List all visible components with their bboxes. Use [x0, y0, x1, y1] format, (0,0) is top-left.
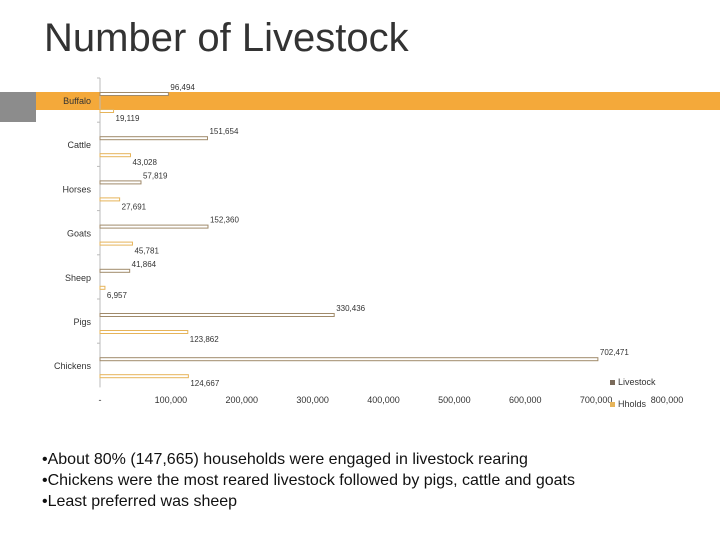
data-label-livestock-pigs: 330,436 [336, 304, 365, 313]
bar-hholds-chickens [99, 374, 189, 379]
bar-livestock-pigs [99, 313, 335, 317]
data-label-hholds-pigs: 123,862 [190, 335, 219, 344]
x-tick-label: 300,000 [296, 395, 329, 405]
data-label-livestock-horses: 57,819 [143, 171, 168, 180]
legend-label-livestock: Livestock [618, 377, 656, 387]
x-tick-label: 700,000 [580, 395, 613, 405]
x-tick-label: - [99, 395, 102, 405]
bar-hholds-pigs [99, 330, 189, 334]
data-label-livestock-cattle: 151,654 [209, 127, 238, 136]
bar-hholds-buffalo [99, 109, 115, 113]
data-label-livestock-buffalo: 96,494 [170, 83, 195, 92]
bullet-chickens: •Chickens were the most reared livestock… [42, 472, 575, 489]
x-tick-label: 800,000 [651, 395, 684, 405]
x-tick-label: 100,000 [155, 395, 188, 405]
bar-hholds-goats [99, 241, 133, 246]
category-label-sheep: Sheep [65, 273, 91, 283]
x-tick-label: 500,000 [438, 395, 471, 405]
bar-hholds-sheep [99, 285, 106, 290]
bar-livestock-horses [99, 180, 142, 185]
x-tick-label: 400,000 [367, 395, 400, 405]
category-label-chickens: Chickens [54, 361, 92, 371]
category-label-cattle: Cattle [67, 140, 91, 150]
slide-title: Number of Livestock [44, 16, 409, 60]
category-label-goats: Goats [67, 229, 92, 239]
legend-label-hholds: Hholds [618, 399, 647, 409]
bullet-list: •About 80% (147,665) households were eng… [42, 449, 575, 512]
bar-livestock-buffalo [99, 92, 169, 96]
data-label-hholds-horses: 27,691 [122, 202, 147, 211]
bar-livestock-goats [99, 224, 209, 229]
gray-accent-box [0, 92, 36, 122]
bar-hholds-horses [99, 197, 121, 202]
data-label-hholds-cattle: 43,028 [132, 158, 157, 167]
x-tick-label: 200,000 [225, 395, 258, 405]
bar-livestock-sheep [99, 268, 131, 273]
livestock-bar-chart: Buffalo 96,494 19,119 Cattle 151,654 43,028 Ho… [54, 77, 684, 409]
category-label-horses: Horses [62, 184, 91, 194]
data-label-hholds-chickens: 124,667 [190, 379, 219, 388]
data-label-hholds-buffalo: 19,119 [116, 114, 140, 123]
bar-livestock-chickens [99, 357, 599, 362]
bar-hholds-cattle [99, 153, 131, 158]
bullet-sheep: •Least preferred was sheep [42, 493, 238, 510]
data-label-hholds-sheep: 6,957 [107, 291, 128, 300]
data-label-livestock-sheep: 41,864 [132, 260, 157, 269]
x-tick-label: 600,000 [509, 395, 542, 405]
data-label-livestock-chickens: 702,471 [600, 348, 629, 357]
bullet-households: •About 80% (147,665) households were eng… [42, 451, 528, 468]
bar-livestock-cattle [99, 136, 208, 141]
legend-swatch-livestock [610, 380, 615, 385]
data-label-livestock-goats: 152,360 [210, 216, 239, 225]
data-label-hholds-goats: 45,781 [134, 247, 159, 256]
legend-swatch-hholds [610, 402, 615, 407]
category-label-buffalo: Buffalo [63, 96, 91, 106]
category-label-pigs: Pigs [73, 317, 91, 327]
orange-accent-band [0, 92, 720, 110]
